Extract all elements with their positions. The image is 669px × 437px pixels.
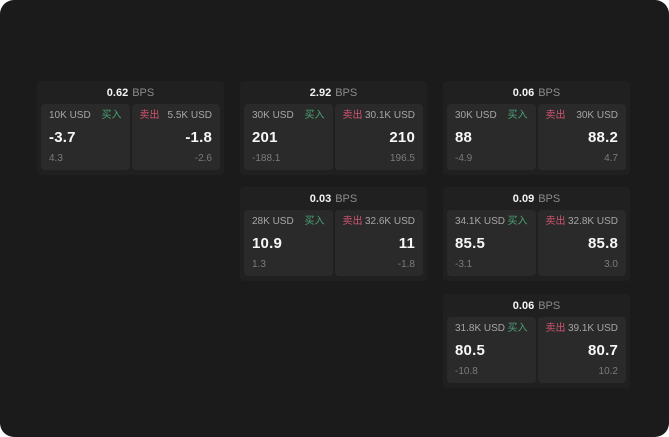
sell-amount: 30K USD: [576, 110, 618, 121]
bps-unit-label: BPS: [132, 86, 155, 99]
buy-amount: 34.1K USD: [455, 216, 506, 227]
sell-delta: 4.7: [604, 153, 618, 164]
buy-delta: -188.1: [252, 153, 281, 164]
buy-price: 201: [252, 129, 278, 146]
quote-panels: 28K USD 买入 10.9 1.3 卖出 32.6K USD 11 -1.8: [244, 210, 423, 276]
sell-label: 卖出: [342, 110, 363, 121]
sell-panel[interactable]: 卖出 5.5K USD -1.8 -2.6: [131, 104, 220, 170]
quote-panels: 30K USD 买入 201 -188.1 卖出 30.1K USD 210 1…: [244, 104, 423, 170]
quote-card: 0.62 BPS 10K USD 买入 -3.7 4.3 卖出 5.5K USD…: [37, 81, 224, 175]
buy-panel[interactable]: 31.8K USD 买入 80.5 -10.8: [447, 317, 536, 383]
card-header: 0.62 BPS: [41, 81, 220, 104]
card-header: 0.06 BPS: [447, 294, 626, 317]
card-header: 2.92 BPS: [244, 81, 423, 104]
sell-amount: 32.6K USD: [364, 216, 415, 227]
buy-price: 10.9: [252, 235, 282, 252]
quote-card: 2.92 BPS 30K USD 买入 201 -188.1 卖出 30.1K …: [240, 81, 427, 175]
sell-panel[interactable]: 卖出 30K USD 88.2 4.7: [537, 104, 626, 170]
buy-amount: 28K USD: [252, 216, 294, 227]
sell-panel[interactable]: 卖出 32.8K USD 85.8 3.0: [537, 210, 626, 276]
buy-price: -3.7: [49, 129, 76, 146]
sell-label: 卖出: [545, 110, 566, 121]
card-header: 0.03 BPS: [244, 187, 423, 210]
sell-amount: 39.1K USD: [567, 323, 618, 334]
quote-panels: 31.8K USD 买入 80.5 -10.8 卖出 39.1K USD 80.…: [447, 317, 626, 383]
buy-label: 买入: [507, 110, 528, 121]
buy-amount: 31.8K USD: [455, 323, 506, 334]
buy-delta: -3.1: [455, 259, 473, 270]
buy-amount: 10K USD: [49, 110, 91, 121]
sell-price: -1.8: [185, 129, 212, 146]
quote-card: 0.09 BPS 34.1K USD 买入 85.5 -3.1 卖出 32.8K…: [443, 187, 630, 281]
bps-value: 0.09: [512, 192, 535, 205]
quote-card: 0.06 BPS 30K USD 买入 88 -4.9 卖出 30K USD 8…: [443, 81, 630, 175]
bps-unit-label: BPS: [538, 192, 561, 205]
buy-panel[interactable]: 30K USD 买入 88 -4.9: [447, 104, 536, 170]
sell-label: 卖出: [139, 110, 160, 121]
buy-label: 买入: [507, 216, 528, 227]
quote-card: 0.06 BPS 31.8K USD 买入 80.5 -10.8 卖出 39.1…: [443, 294, 630, 388]
bps-value: 0.62: [106, 86, 129, 99]
bps-unit-label: BPS: [335, 192, 358, 205]
sell-delta: -1.8: [397, 259, 415, 270]
buy-amount: 30K USD: [252, 110, 294, 121]
sell-label: 卖出: [545, 216, 566, 227]
buy-price: 85.5: [455, 235, 485, 252]
bps-unit-label: BPS: [335, 86, 358, 99]
buy-panel[interactable]: 10K USD 买入 -3.7 4.3: [41, 104, 130, 170]
sell-amount: 32.8K USD: [567, 216, 618, 227]
bps-value: 0.03: [309, 192, 332, 205]
bps-unit-label: BPS: [538, 86, 561, 99]
sell-price: 85.8: [588, 235, 618, 252]
quote-panels: 30K USD 买入 88 -4.9 卖出 30K USD 88.2 4.7: [447, 104, 626, 170]
card-header: 0.09 BPS: [447, 187, 626, 210]
buy-delta: -4.9: [455, 153, 473, 164]
buy-amount: 30K USD: [455, 110, 497, 121]
buy-label: 买入: [304, 216, 325, 227]
sell-amount: 30.1K USD: [364, 110, 415, 121]
buy-panel[interactable]: 28K USD 买入 10.9 1.3: [244, 210, 333, 276]
sell-panel[interactable]: 卖出 30.1K USD 210 196.5: [334, 104, 423, 170]
bps-value: 0.06: [512, 86, 535, 99]
card-header: 0.06 BPS: [447, 81, 626, 104]
quote-card: 0.03 BPS 28K USD 买入 10.9 1.3 卖出 32.6K US…: [240, 187, 427, 281]
buy-label: 买入: [101, 110, 122, 121]
sell-delta: 10.2: [598, 366, 618, 377]
buy-price: 80.5: [455, 342, 485, 359]
bps-value: 0.06: [512, 299, 535, 312]
bps-value: 2.92: [309, 86, 332, 99]
sell-price: 80.7: [588, 342, 618, 359]
sell-amount: 5.5K USD: [167, 110, 212, 121]
sell-panel[interactable]: 卖出 39.1K USD 80.7 10.2: [537, 317, 626, 383]
sell-panel[interactable]: 卖出 32.6K USD 11 -1.8: [334, 210, 423, 276]
sell-price: 88.2: [588, 129, 618, 146]
sell-label: 卖出: [545, 323, 566, 334]
buy-label: 买入: [507, 323, 528, 334]
sell-price: 210: [389, 129, 415, 146]
buy-delta: 4.3: [49, 153, 63, 164]
sell-delta: 3.0: [604, 259, 618, 270]
quote-panels: 10K USD 买入 -3.7 4.3 卖出 5.5K USD -1.8 -2.…: [41, 104, 220, 170]
sell-label: 卖出: [342, 216, 363, 227]
bps-unit-label: BPS: [538, 299, 561, 312]
buy-panel[interactable]: 34.1K USD 买入 85.5 -3.1: [447, 210, 536, 276]
buy-label: 买入: [304, 110, 325, 121]
sell-delta: 196.5: [389, 153, 415, 164]
buy-price: 88: [455, 129, 473, 146]
buy-panel[interactable]: 30K USD 买入 201 -188.1: [244, 104, 333, 170]
buy-delta: -10.8: [455, 366, 478, 377]
sell-price: 11: [398, 235, 415, 252]
quote-panels: 34.1K USD 买入 85.5 -3.1 卖出 32.8K USD 85.8…: [447, 210, 626, 276]
buy-delta: 1.3: [252, 259, 266, 270]
sell-delta: -2.6: [194, 153, 212, 164]
